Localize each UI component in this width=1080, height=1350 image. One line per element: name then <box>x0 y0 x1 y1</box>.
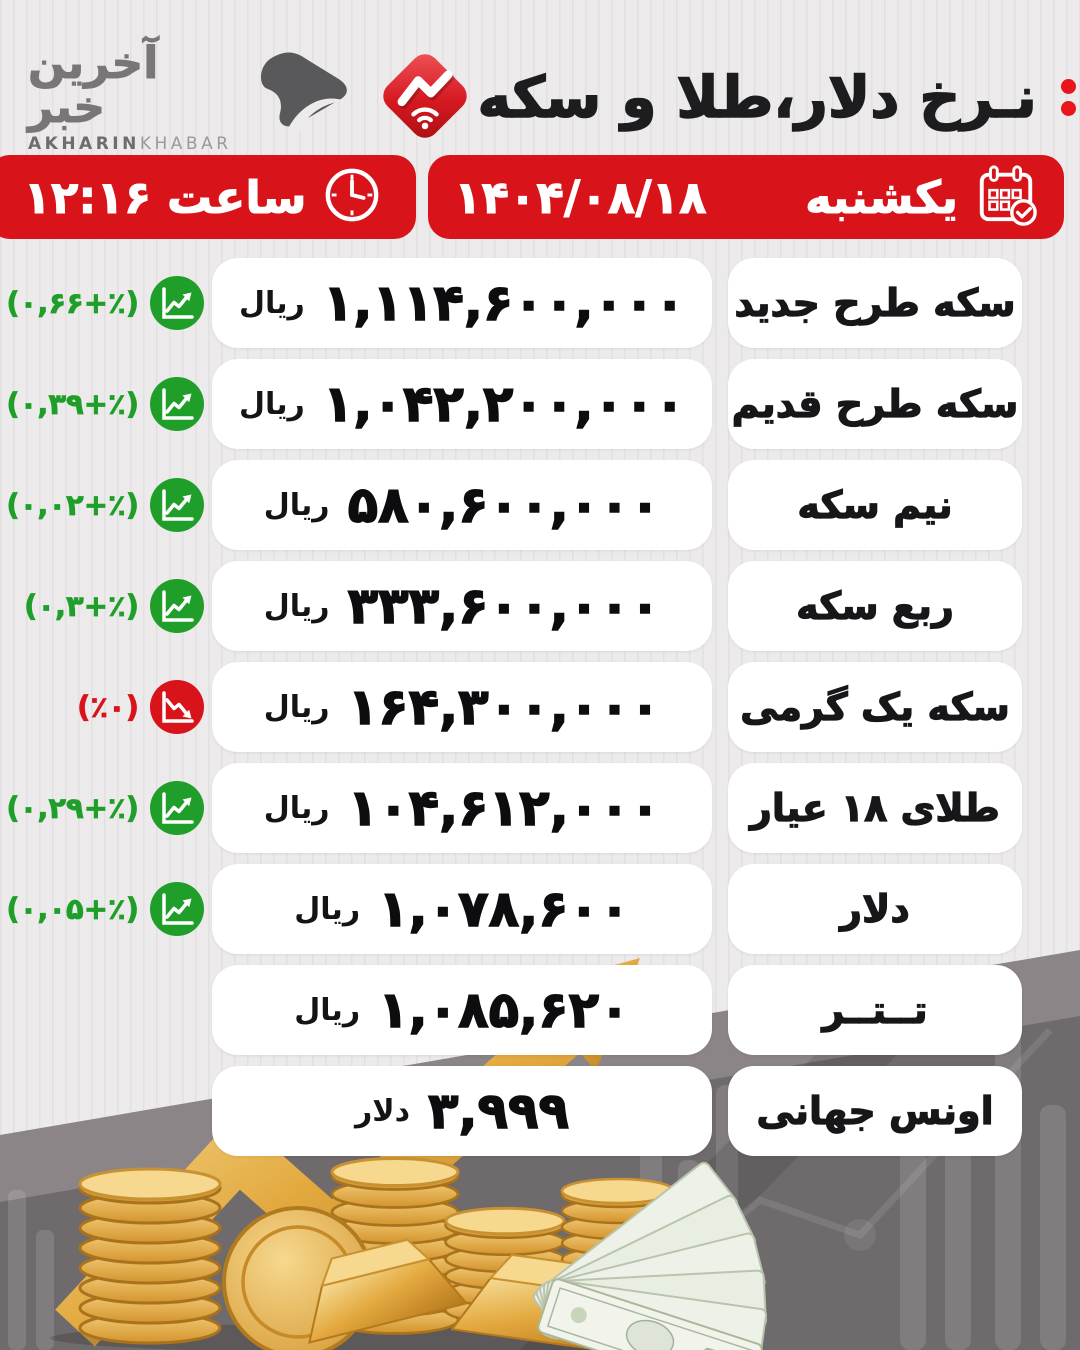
item-label-box: اونس جهانی <box>728 1066 1022 1156</box>
table-row: (۰,۰۲+٪) ۵۸۰ <box>0 460 1080 550</box>
item-label: تــتــر <box>822 987 929 1032</box>
price-value: ۱,۱۱۴,۶۰۰,۰۰۰ <box>322 273 686 332</box>
table-row: ۳,۹۹۹ دلار اونس جهانی <box>0 1066 1080 1156</box>
table-row: (۰,۳+٪) ۳۳۳, <box>0 561 1080 651</box>
price-box: ۵۸۰,۶۰۰,۰۰۰ ریال <box>212 460 712 550</box>
price-value: ۱,۰۴۲,۲۰۰,۰۰۰ <box>322 374 686 433</box>
time-pill: ساعت ۱۲:۱۶ <box>0 155 416 239</box>
date-time-bar: یکشنبه ۱۴۰۴/۰۸/۱۸ ساعت ۱۲:۱۶ <box>0 155 1080 239</box>
chart-up-icon <box>150 478 204 532</box>
price-box: ۱۶۴,۳۰۰,۰۰۰ ریال <box>212 662 712 752</box>
item-label: سکه یک گرمی <box>739 684 1010 729</box>
brand-wordmark: آخرین خبر AKHARINKHABAR <box>28 38 232 154</box>
brand-logos: آخرین خبر AKHARINKHABAR <box>28 38 478 154</box>
price-unit: ریال <box>239 285 305 321</box>
price-value: ۱,۰۷۸,۶۰۰ <box>377 879 630 938</box>
change-percent: (۰,۳۹+٪) <box>6 387 139 422</box>
item-label: دلار <box>840 886 911 931</box>
dollar-bills-fan <box>532 1161 767 1350</box>
change-badge: (۰,۰۲+٪) <box>0 460 212 550</box>
title-block: نـرخ دلار،طلا و سکه <box>477 64 1080 132</box>
price-box: ۱۰۴,۶۱۲,۰۰۰ ریال <box>212 763 712 853</box>
item-label: سکه طرح قدیم <box>731 381 1019 426</box>
item-label: طلای ۱۸ عیار <box>749 785 1000 830</box>
header: آخرین خبر AKHARINKHABAR <box>28 38 1076 155</box>
chart-up-icon <box>150 276 204 330</box>
change-badge: (۰,۳۹+٪) <box>0 359 212 449</box>
date-pill: یکشنبه ۱۴۰۴/۰۸/۱۸ <box>428 155 1064 239</box>
change-percent: (۰,۰۵+٪) <box>6 892 139 927</box>
price-unit: ریال <box>294 891 361 927</box>
chart-up-icon <box>150 377 204 431</box>
page-title: نـرخ دلار،طلا و سکه <box>477 64 1038 132</box>
item-label: اونس جهانی <box>756 1088 995 1133</box>
price-unit: ریال <box>294 992 361 1028</box>
change-percent: (۰,۶۶+٪) <box>6 286 139 321</box>
item-label-box: سکه طرح قدیم <box>728 359 1022 449</box>
price-unit: ریال <box>263 588 330 624</box>
time-label: ساعت ۱۲:۱۶ <box>23 170 307 224</box>
date-value: ۱۴۰۴/۰۸/۱۸ <box>454 170 708 224</box>
price-box: ۱,۰۸۵,۶۲۰ ریال <box>212 965 712 1055</box>
change-badge: (۰,۲۹+٪) <box>0 763 212 853</box>
price-unit: ریال <box>263 790 330 826</box>
item-label-box: تــتــر <box>728 965 1022 1055</box>
change-badge: (٪۰) <box>0 662 212 752</box>
chart-down-icon <box>150 680 204 734</box>
item-label-box: سکه یک گرمی <box>728 662 1022 752</box>
price-box: ۱,۱۱۴,۶۰۰,۰۰۰ ریال <box>212 258 712 348</box>
price-value: ۱۶۴,۳۰۰,۰۰۰ <box>347 677 661 736</box>
price-box: ۳,۹۹۹ دلار <box>212 1066 712 1156</box>
change-percent: (۰,۲۹+٪) <box>6 791 139 826</box>
item-label: نیم سکه <box>797 482 954 527</box>
change-percent: (٪۰) <box>77 690 140 725</box>
chart-up-icon <box>150 579 204 633</box>
price-box: ۱,۰۴۲,۲۰۰,۰۰۰ ریال <box>212 359 712 449</box>
change-badge: (۰,۳+٪) <box>0 561 212 651</box>
table-row: ۱,۰۸۵,۶۲۰ ریال تــتــر <box>0 965 1080 1055</box>
price-value: ۳,۹۹۹ <box>427 1081 570 1140</box>
chart-up-icon <box>150 882 204 936</box>
red-dots-grid-icon <box>1060 79 1080 116</box>
brand-wordmark-latin: AKHARINKHABAR <box>28 134 232 154</box>
price-unit: دلار <box>354 1093 410 1129</box>
change-badge: (۰,۰۵+٪) <box>0 864 212 954</box>
price-unit: ریال <box>263 689 330 725</box>
item-label: ربع سکه <box>795 583 954 628</box>
weekday-label: یکشنبه <box>805 170 959 224</box>
item-label-box: نیم سکه <box>728 460 1022 550</box>
item-label-box: ربع سکه <box>728 561 1022 651</box>
table-row: (۰,۳۹+٪) ۱,۰ <box>0 359 1080 449</box>
table-row: (۰,۶۶+٪) ۱,۱ <box>0 258 1080 348</box>
change-percent: (۰,۳+٪) <box>24 589 140 624</box>
price-box: ۱,۰۷۸,۶۰۰ ریال <box>212 864 712 954</box>
item-label: سکه طرح جدید <box>734 280 1017 325</box>
calendar-icon <box>974 163 1038 231</box>
table-row: (٪۰) ۱۶۴,۳۰۰ <box>0 662 1080 752</box>
price-value: ۱,۰۸۵,۶۲۰ <box>377 980 630 1039</box>
chart-up-icon <box>150 781 204 835</box>
price-unit: ریال <box>263 487 330 523</box>
item-label-box: طلای ۱۸ عیار <box>728 763 1022 853</box>
paper-plane-logo-icon <box>256 47 348 149</box>
item-label-box: سکه طرح جدید <box>728 258 1022 348</box>
item-label-box: دلار <box>728 864 1022 954</box>
price-value: ۳۳۳,۶۰۰,۰۰۰ <box>347 576 661 635</box>
red-diamond-app-logo-icon <box>372 43 478 153</box>
price-value: ۵۸۰,۶۰۰,۰۰۰ <box>347 475 661 534</box>
price-box: ۳۳۳,۶۰۰,۰۰۰ ریال <box>212 561 712 651</box>
change-percent: (۰,۰۲+٪) <box>6 488 139 523</box>
brand-wordmark-farsi: آخرین خبر <box>28 38 159 133</box>
table-row: (۰,۲۹+٪) ۱۰۴ <box>0 763 1080 853</box>
table-row: (۰,۰۵+٪) ۱,۰ <box>0 864 1080 954</box>
price-value: ۱۰۴,۶۱۲,۰۰۰ <box>347 778 661 837</box>
price-unit: ریال <box>239 386 305 422</box>
change-badge: (۰,۶۶+٪) <box>0 258 212 348</box>
rates-table: (۰,۶۶+٪) ۱,۱ <box>0 258 1080 1156</box>
clock-icon <box>323 166 381 228</box>
